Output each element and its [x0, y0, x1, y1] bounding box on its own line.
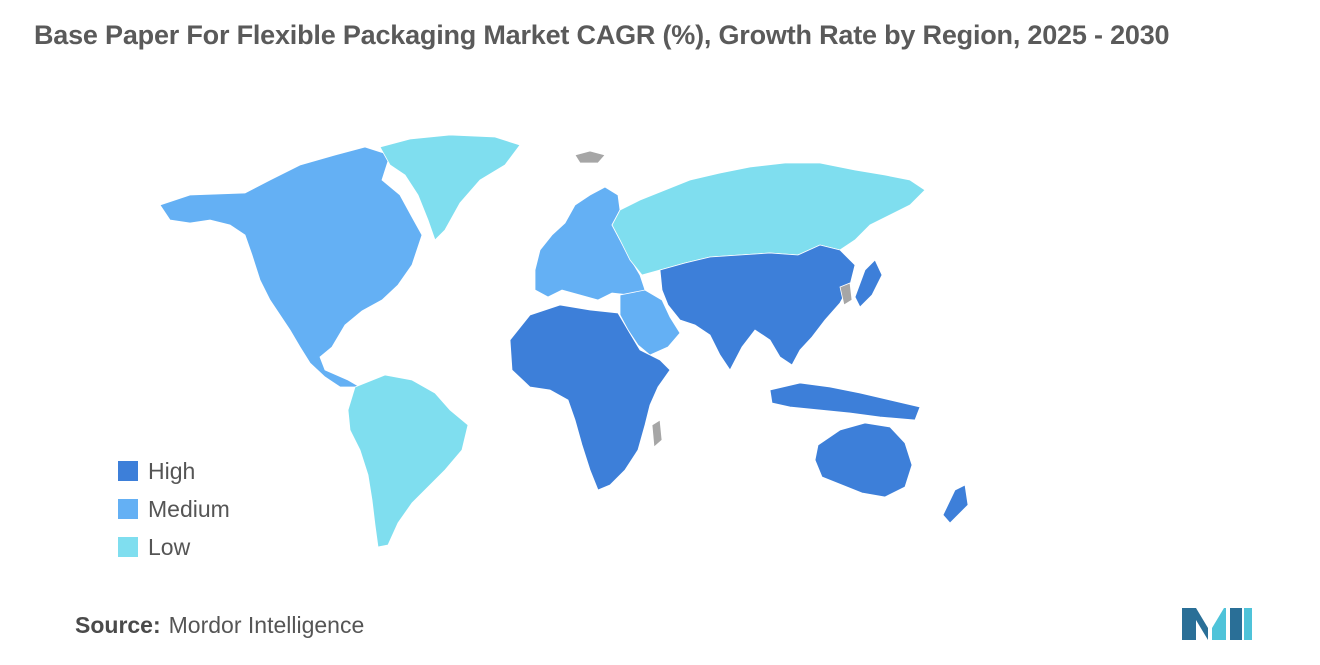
region-north-america [159, 146, 423, 388]
source-text: Mordor Intelligence [168, 612, 365, 638]
legend-swatch-low [118, 537, 138, 557]
source-label: Source: [75, 612, 161, 638]
world-map [159, 134, 969, 548]
legend-label-high: High [148, 457, 196, 484]
source-line: Source: Mordor Intelligence [75, 612, 364, 639]
region-australia [814, 422, 913, 498]
legend-label-low: Low [148, 533, 191, 560]
mordor-logo-icon [1182, 608, 1252, 640]
region-asia [659, 244, 856, 371]
legend-swatch-high [118, 461, 138, 481]
chart-title: Base Paper For Flexible Packaging Market… [34, 20, 1170, 50]
legend-item-high: High [118, 452, 230, 490]
region-greenland [379, 134, 521, 241]
region-south-america [347, 374, 469, 548]
region-madagascar [651, 419, 663, 448]
legend-label-medium: Medium [148, 495, 230, 522]
region-korea [839, 282, 853, 306]
legend-item-low: Low [118, 528, 230, 566]
region-japan [854, 259, 883, 308]
region-iceland [574, 150, 606, 164]
legend-item-medium: Medium [118, 490, 230, 528]
legend-swatch-medium [118, 499, 138, 519]
region-new-zealand [942, 484, 969, 524]
region-southeast-asia [769, 382, 921, 421]
legend: High Medium Low [118, 452, 230, 566]
region-africa [509, 304, 671, 491]
